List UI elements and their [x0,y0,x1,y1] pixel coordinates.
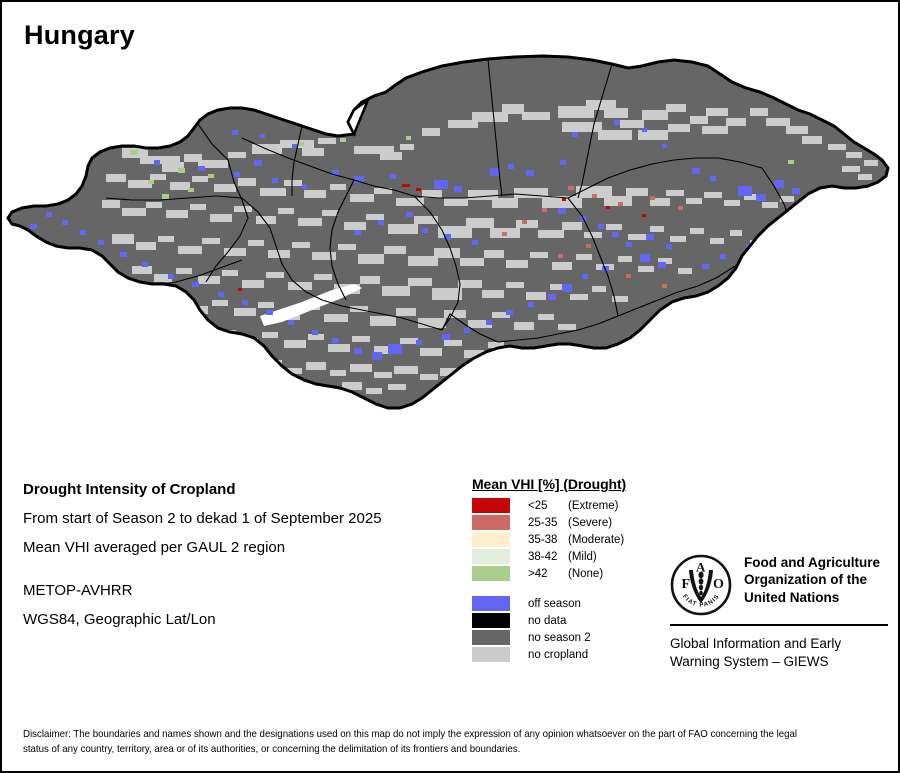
legend-swatch [472,532,510,547]
legend-range: 25-35 [528,516,558,529]
country-border [6,54,890,410]
legend-swatch [472,613,510,628]
giews-programme-name: Global Information and Early Warning Sys… [670,635,890,671]
legend-row: 25-35 (Severe) [472,514,672,531]
legend-title: Mean VHI [%] (Drought) [472,476,627,492]
fao-divider [670,624,888,626]
legend-category: (None) [568,567,604,580]
fao-org-line-2: Organization of the [744,572,867,588]
country-border-notch [346,96,371,138]
legend-category: (Extreme) [568,499,619,512]
legend-swatch [472,566,510,581]
legend-swatch [472,515,510,530]
svg-text:O: O [713,577,724,592]
legend-label: no data [528,614,567,627]
legend-range: 35-38 [528,533,558,546]
page-title: Hungary [24,20,135,50]
map-canvas[interactable] [2,48,898,448]
country-outline-layer [6,54,890,410]
desc-line-projection: WGS84, Geographic Lat/Lon [23,611,216,628]
legend-row: >42 (None) [472,565,672,582]
cropland-patches-layer [102,100,878,394]
desc-line-period: From start of Season 2 to dekad 1 of Sep… [23,510,382,527]
legend-category: (Mild) [568,550,597,563]
desc-spacer [23,568,453,582]
fao-branding: F A O FIAT PANIS Food and Agriculture Or… [670,554,890,671]
fao-emblem-icon: F A O FIAT PANIS [670,554,732,616]
legend-label: off season [528,597,581,610]
legend-label: no season 2 [528,631,591,644]
legend-range: 38-42 [528,550,558,563]
legend-row: 38-42 (Mild) [472,548,672,565]
legend-label: no cropland [528,648,589,661]
legend-spacer [472,582,672,595]
legend-range: <25 [528,499,548,512]
disclaimer-text: Disclaimer: The boundaries and names sho… [23,729,798,755]
legend-category: (Severe) [568,516,613,529]
desc-line-metric: Mean VHI averaged per GAUL 2 region [23,539,286,556]
legend-range: >42 [528,567,548,580]
giews-line-2: Warning System – GIEWS [670,653,829,669]
map-legend: Mean VHI [%] (Drought) <25 (Extreme) 25-… [472,476,672,663]
legend-swatch [472,596,510,611]
legend-row-no-cropland: no cropland [472,646,672,663]
legend-row: 35-38 (Moderate) [472,531,672,548]
fao-organization-name: Food and Agriculture Organization of the… [744,554,880,606]
svg-text:A: A [696,560,706,575]
legend-row-no-season-2: no season 2 [472,629,672,646]
legend-row-off-season: off season [472,595,672,612]
map-description: Drought Intensity of Cropland From start… [23,481,453,640]
legend-swatch [472,549,510,564]
fao-org-line-1: Food and Agriculture [744,555,880,570]
legend-row-no-data: no data [472,612,672,629]
legend-row: <25 (Extreme) [472,497,672,514]
legend-category: (Moderate) [568,533,625,546]
desc-line-product: Drought Intensity of Cropland [23,481,236,498]
legend-swatch [472,647,510,662]
region-boundaries-layer [105,58,793,343]
giews-line-1: Global Information and Early [670,636,842,651]
svg-text:F: F [682,577,691,592]
legend-swatch [472,630,510,645]
fao-org-line-3: United Nations [744,589,840,605]
legend-swatch [472,498,510,513]
desc-line-sensor: METOP-AVHRR [23,582,133,599]
